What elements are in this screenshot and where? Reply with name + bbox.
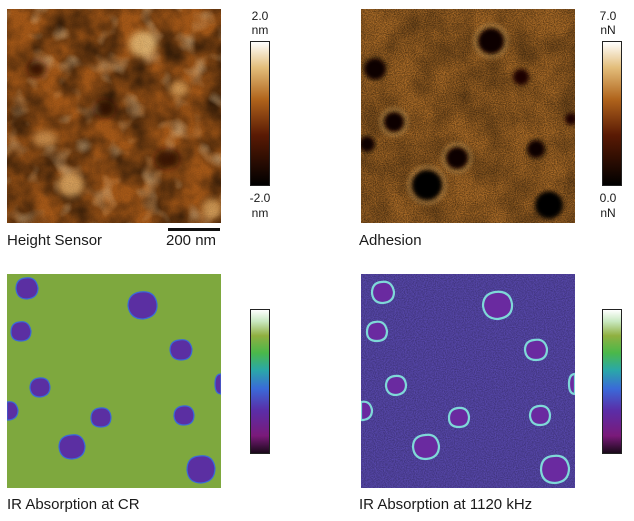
ir-cr-colorbar: [250, 309, 270, 454]
panel-label-adhesion: Adhesion: [359, 232, 422, 249]
ir-absorption-1120-image: [361, 274, 575, 488]
ir-absorption-cr-image: [7, 274, 221, 488]
adhesion-colorbar: [602, 41, 622, 186]
panel-label-ir-absorption-cr: IR Absorption at CR: [7, 496, 140, 513]
adhesion-colorbar-max: 7.0: [599, 9, 617, 23]
height-colorbar-max: 2.0: [251, 9, 269, 23]
height-colorbar-min-unit: nm: [251, 206, 269, 220]
height-colorbar-max-unit: nm: [251, 23, 269, 37]
scale-bar-label: 200 nm: [166, 232, 217, 249]
panel-label-ir-absorption-1120: IR Absorption at 1120 kHz: [359, 496, 533, 513]
scale-bar: [168, 228, 220, 231]
height-sensor-image: [7, 9, 221, 223]
adhesion-colorbar-min-unit: nN: [600, 206, 616, 220]
adhesion-image: [361, 9, 575, 223]
height-colorbar-min: -2.0: [249, 191, 271, 205]
ir-1120-colorbar: [602, 309, 622, 454]
adhesion-colorbar-min: 0.0: [599, 191, 617, 205]
height-colorbar: [250, 41, 270, 186]
panel-label-height-sensor: Height Sensor: [7, 232, 103, 249]
adhesion-colorbar-max-unit: nN: [600, 23, 616, 37]
